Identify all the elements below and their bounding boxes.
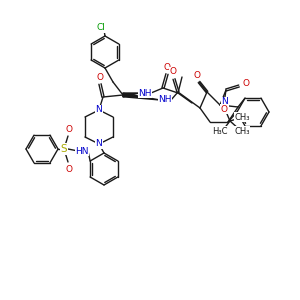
Text: N: N — [96, 106, 102, 115]
Text: Cl: Cl — [97, 23, 105, 32]
Text: O: O — [164, 62, 170, 71]
Text: O: O — [65, 164, 73, 173]
Text: NH: NH — [138, 88, 152, 98]
Text: O: O — [97, 73, 104, 82]
Polygon shape — [123, 93, 139, 97]
Text: H₃C: H₃C — [212, 127, 228, 136]
Text: N: N — [96, 140, 102, 148]
Text: O: O — [65, 124, 73, 134]
Text: S: S — [61, 144, 67, 154]
Polygon shape — [123, 93, 160, 100]
Text: O: O — [220, 104, 227, 113]
Text: O: O — [169, 68, 176, 76]
Text: N: N — [222, 98, 228, 106]
Text: O: O — [242, 80, 250, 88]
Text: NH: NH — [158, 95, 172, 104]
Text: O: O — [194, 70, 200, 80]
Text: CH₃: CH₃ — [234, 127, 250, 136]
Text: HN: HN — [75, 146, 89, 155]
Text: CH₃: CH₃ — [234, 112, 250, 122]
